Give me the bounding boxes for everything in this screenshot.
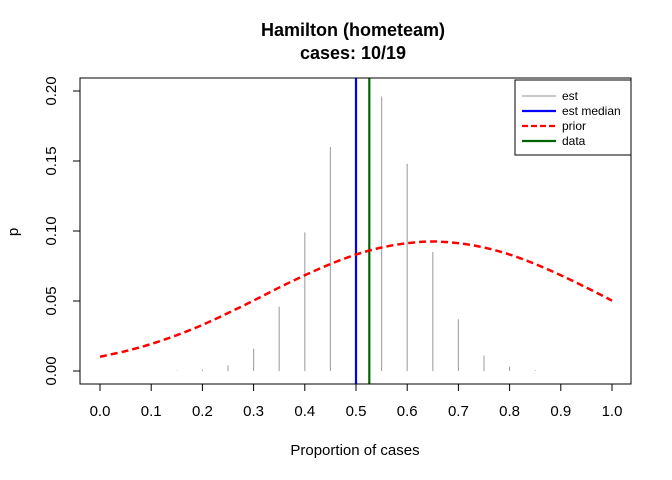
legend-label: est median (562, 104, 621, 118)
legend-box (514, 79, 632, 156)
prior-curve (99, 240, 613, 358)
chart-subtitle: cases: 10/19 (300, 43, 406, 63)
x-axis: 0.0 0.1 0.2 0.3 0.4 0.5 0.6 0.7 0.8 0.9 1.0 (90, 384, 623, 420)
y-tick-label: 0.20 (43, 76, 60, 105)
y-tick-label: 0.10 (43, 216, 60, 245)
y-tick-label: 0.05 (43, 286, 60, 315)
x-tick-label: 0.2 (192, 403, 213, 420)
y-tick-label: 0.15 (43, 146, 60, 175)
y-axis: 0.00 0.05 0.10 0.15 0.20 (43, 76, 80, 386)
x-tick-label: 0.0 (90, 403, 111, 420)
x-tick-label: 0.1 (141, 403, 162, 420)
y-tick-label: 0.00 (43, 356, 60, 385)
legend-label: data (562, 134, 586, 148)
y-axis-label: p (5, 228, 22, 236)
legend-label: est (562, 89, 579, 103)
x-tick-label: 0.5 (346, 403, 367, 420)
chart-title: Hamilton (hometeam) (261, 20, 445, 40)
x-tick-label: 0.6 (397, 403, 418, 420)
est-bars (176, 96, 562, 371)
x-tick-label: 0.7 (448, 403, 469, 420)
x-tick-label: 1.0 (602, 403, 623, 420)
x-tick-label: 0.4 (294, 403, 315, 420)
x-tick-label: 0.3 (243, 403, 264, 420)
legend-label: prior (562, 119, 586, 133)
x-tick-label: 0.8 (499, 403, 520, 420)
x-axis-label: Proportion of cases (290, 442, 419, 459)
reference-lines (354, 78, 371, 384)
x-tick-label: 0.9 (550, 403, 571, 420)
